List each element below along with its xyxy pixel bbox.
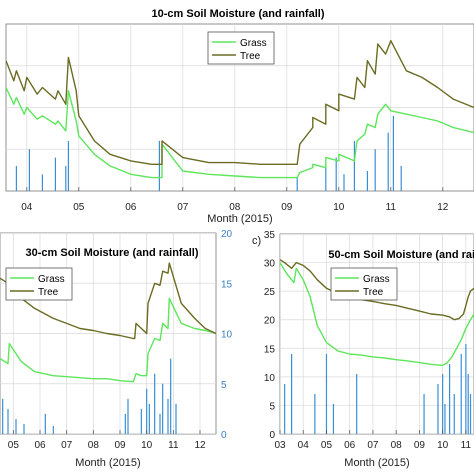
- legend-label-grass: Grass: [240, 38, 267, 49]
- x-tick-label: 03: [274, 440, 286, 451]
- y-tick-label: 25: [264, 287, 276, 298]
- legend: Grass Tree: [330, 267, 398, 301]
- x-tick-label: 04: [298, 440, 310, 451]
- x-tick-label: 12: [437, 202, 449, 213]
- series-line-tree: [0, 262, 216, 340]
- x-tick-label: 10: [141, 440, 153, 451]
- legend: Grass Tree: [207, 31, 275, 65]
- y-tick-label: 20: [264, 316, 276, 327]
- x-tick-label: 07: [177, 202, 189, 213]
- x-tick-label: 10: [333, 202, 345, 213]
- chart-title: 30-cm Soil Moisture (and rainfall): [26, 247, 199, 259]
- x-tick-label: 06: [344, 440, 356, 451]
- plot-frame: [279, 233, 474, 435]
- x-tick-label: 11: [461, 440, 472, 451]
- y2-tick-label: 10: [221, 330, 233, 341]
- legend-label-tree: Tree: [240, 51, 261, 62]
- y-tick-label: 5: [269, 401, 275, 412]
- series-line-grass: [280, 262, 474, 367]
- plot-area: [6, 24, 474, 191]
- y2-tick-label: 0: [221, 430, 227, 441]
- x-tick-label: 10: [437, 440, 449, 451]
- x-tick-label: 09: [281, 202, 293, 213]
- y2-tick-label: 5: [221, 380, 227, 391]
- legend-label-tree: Tree: [363, 287, 384, 298]
- y2-tick-label: 15: [221, 279, 233, 290]
- legend-label-grass: Grass: [38, 274, 65, 285]
- legend: Grass Tree: [5, 267, 73, 301]
- x-tick-label: 05: [321, 440, 333, 451]
- x-tick-label: 04: [21, 202, 33, 213]
- x-axis-label: Month (2015): [207, 213, 272, 225]
- x-tick-label: 08: [229, 202, 241, 213]
- series-line-tree: [6, 40, 474, 166]
- chart-title: 50-cm Soil Moisture (and rainfa: [328, 249, 474, 261]
- y2-tick-label: 20: [221, 229, 233, 240]
- x-tick-label: 11: [168, 440, 179, 451]
- y-tick-label: 10: [264, 373, 276, 384]
- chart-panel-1: 04 05 06 07 08 09 10 11 12 10-cm Soil Moisture (a…: [5, 8, 474, 225]
- x-tick-label: 05: [73, 202, 85, 213]
- plot-area: [280, 234, 474, 434]
- legend-label-tree: Tree: [38, 287, 59, 298]
- x-axis-label: Month (2015): [344, 457, 409, 469]
- series-line-tree: [280, 259, 474, 321]
- y-tick-label: 30: [264, 259, 276, 270]
- y-tick-label: 35: [264, 230, 276, 241]
- x-tick-label: 08: [88, 440, 100, 451]
- x-tick-label: 09: [414, 440, 426, 451]
- x-tick-label: 07: [61, 440, 73, 451]
- x-tick-label: 06: [34, 440, 46, 451]
- legend-box: [207, 31, 275, 65]
- x-tick-label: 08: [391, 440, 403, 451]
- legend-label-grass: Grass: [363, 274, 390, 285]
- chart-title: 10-cm Soil Moisture (and rainfall): [152, 8, 325, 20]
- x-tick-label: 11: [386, 202, 397, 213]
- panel-label: c): [252, 235, 261, 247]
- x-tick-label: 07: [367, 440, 379, 451]
- series-line-grass: [6, 87, 474, 179]
- x-tick-label: 12: [194, 440, 206, 451]
- x-tick-label: 06: [125, 202, 137, 213]
- y-tick-label: 15: [264, 344, 276, 355]
- x-tick-label: 05: [8, 440, 20, 451]
- x-tick-label: 09: [114, 440, 126, 451]
- legend-box: [330, 267, 398, 301]
- legend-box: [5, 267, 73, 301]
- y-tick-label: 0: [269, 430, 275, 441]
- series-line-grass: [0, 297, 216, 383]
- x-axis-label: Month (2015): [75, 457, 140, 469]
- plot-area: [0, 233, 216, 434]
